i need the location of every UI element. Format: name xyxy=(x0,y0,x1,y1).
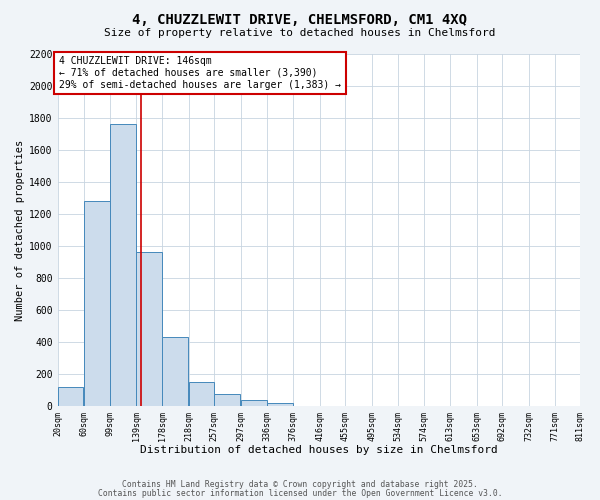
Bar xyxy=(136,252,162,406)
Text: Contains public sector information licensed under the Open Government Licence v3: Contains public sector information licen… xyxy=(98,489,502,498)
Bar xyxy=(241,400,267,406)
Bar xyxy=(110,124,136,406)
Bar xyxy=(267,403,293,406)
Text: Size of property relative to detached houses in Chelmsford: Size of property relative to detached ho… xyxy=(104,28,496,38)
Text: Contains HM Land Registry data © Crown copyright and database right 2025.: Contains HM Land Registry data © Crown c… xyxy=(122,480,478,489)
Y-axis label: Number of detached properties: Number of detached properties xyxy=(15,140,25,320)
Bar xyxy=(214,394,240,406)
Text: 4, CHUZZLEWIT DRIVE, CHELMSFORD, CM1 4XQ: 4, CHUZZLEWIT DRIVE, CHELMSFORD, CM1 4XQ xyxy=(133,12,467,26)
Bar xyxy=(162,337,188,406)
Bar xyxy=(84,201,110,406)
Text: 4 CHUZZLEWIT DRIVE: 146sqm
← 71% of detached houses are smaller (3,390)
29% of s: 4 CHUZZLEWIT DRIVE: 146sqm ← 71% of deta… xyxy=(59,56,341,90)
X-axis label: Distribution of detached houses by size in Chelmsford: Distribution of detached houses by size … xyxy=(140,445,498,455)
Bar xyxy=(188,382,214,406)
Bar xyxy=(58,387,83,406)
